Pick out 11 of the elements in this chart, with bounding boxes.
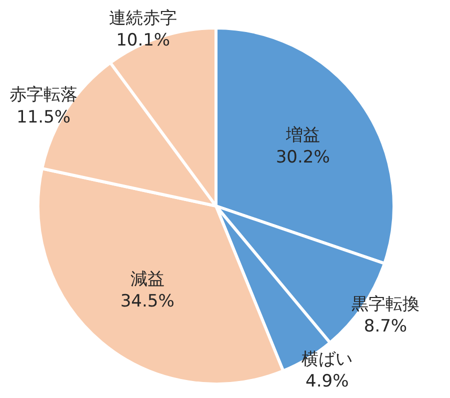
data-label: 11.5% [16,107,71,128]
data-label: 4.9% [306,371,349,392]
data-label: 10.1% [116,30,170,50]
slice-label: 連続赤字 [109,8,178,28]
data-label: 30.2% [276,148,330,168]
slice-label: 減益 [130,269,164,290]
slice-label: 増益 [284,125,320,146]
data-label: 8.7% [364,316,408,337]
slice-label: 横ばい [302,349,353,370]
data-label: 34.5% [120,292,174,312]
slice-label: 赤字転落 [10,85,78,106]
